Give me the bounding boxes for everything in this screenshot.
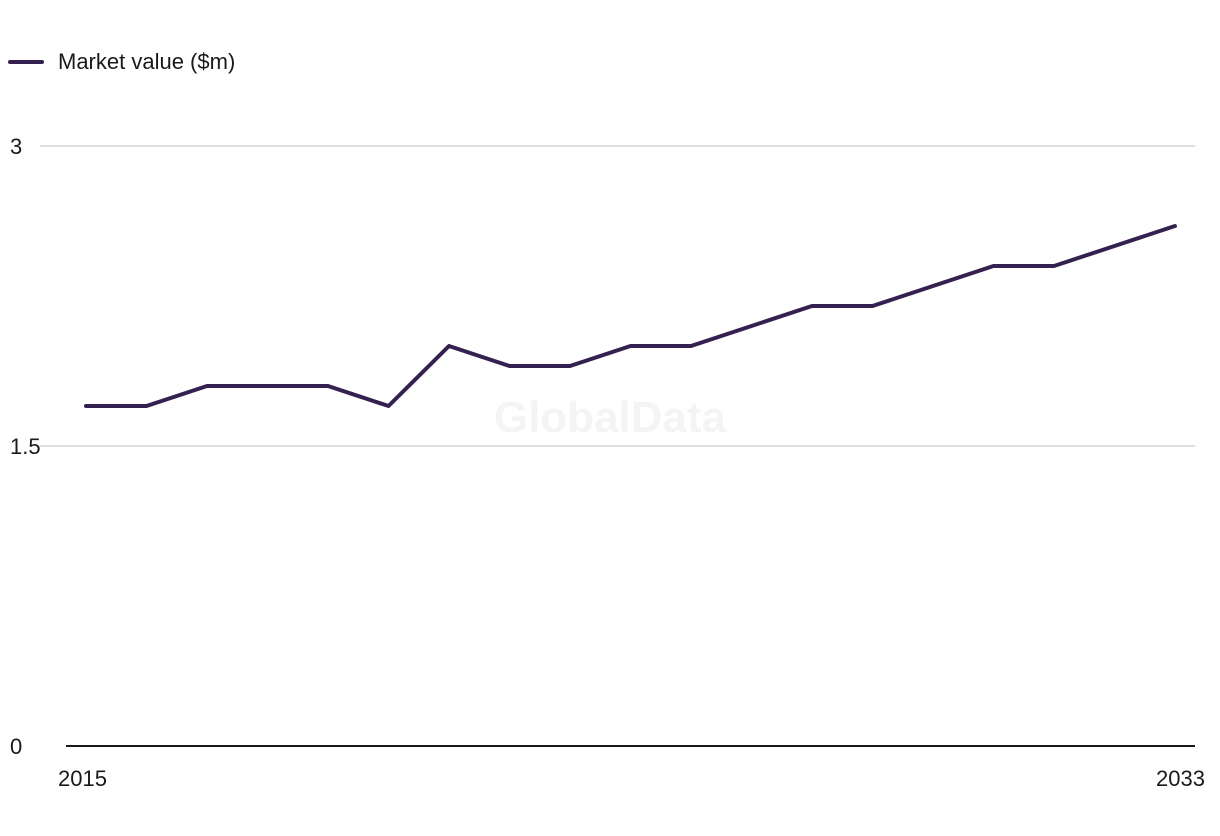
legend-label: Market value ($m) xyxy=(58,49,235,74)
watermark: GlobalData xyxy=(494,393,727,442)
series-group xyxy=(84,224,1177,408)
y-tick-label: 1.5 xyxy=(10,434,41,459)
x-tick-label: 2015 xyxy=(58,766,107,791)
legend: Market value ($m) xyxy=(8,49,235,74)
series-line xyxy=(84,224,1177,408)
gridlines xyxy=(40,145,1195,447)
x-axis-ticks: 2015 2033 xyxy=(58,766,1205,791)
y-axis-ticks: 31.50 xyxy=(10,134,41,759)
x-tick-label: 2033 xyxy=(1156,766,1205,791)
y-tick-label: 0 xyxy=(10,734,22,759)
y-tick-label: 3 xyxy=(10,134,22,159)
